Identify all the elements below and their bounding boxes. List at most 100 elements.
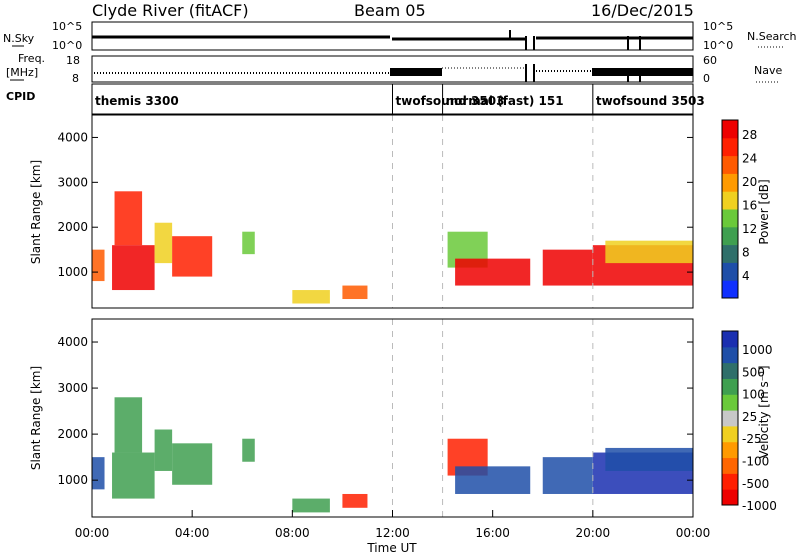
x-tick-label: 00:00 — [75, 526, 110, 540]
velocity-colorbar: 1000 500 100 25 -25 -100 -500 -1000 — [721, 330, 777, 513]
x-tick-label: 16:00 — [475, 526, 510, 540]
colorbar-tick-label: 100 — [742, 388, 765, 402]
nsearch-tick-top: 10^5 — [703, 20, 733, 33]
colorbar-cell — [722, 173, 738, 192]
scatter-region — [292, 498, 330, 513]
scatter-region — [605, 240, 693, 264]
nsky-trace — [92, 35, 693, 41]
colorbar-tick-label: 24 — [742, 152, 757, 166]
freq-tick-bottom: 8 — [72, 72, 79, 85]
y-tick-label: 4000 — [57, 130, 88, 144]
y-tick-label: 3000 — [57, 175, 88, 189]
cpid-label: CPID — [6, 90, 35, 103]
power-y-label: Slant Range [km] — [29, 160, 43, 264]
scatter-region — [92, 249, 105, 282]
velocity-y-label: Slant Range [km] — [29, 366, 43, 470]
scatter-region — [172, 443, 213, 485]
scatter-region — [342, 285, 368, 300]
freq-label: Freq. — [18, 52, 45, 65]
colorbar-tick-label: 4 — [742, 269, 750, 283]
cpid-segment-label: twofsound 3503 — [596, 94, 705, 108]
scatter-region — [92, 457, 105, 490]
scatter-region — [154, 222, 173, 264]
colorbar-cell — [722, 155, 738, 174]
colorbar-tick-label: -25 — [742, 432, 762, 446]
velocity-panel: 1000 2000 3000 4000 — [57, 318, 694, 518]
colorbar-cell — [722, 473, 738, 490]
scatter-region — [455, 258, 531, 286]
scatter-region — [112, 452, 155, 499]
y-tick-label: 1000 — [57, 265, 88, 279]
colorbar-tick-label: -100 — [742, 455, 769, 469]
y-tick-label: 2000 — [57, 427, 88, 441]
colorbar-cell — [722, 425, 738, 443]
nsearch-label: N.Search — [747, 30, 797, 43]
beam-title: Beam 05 — [354, 1, 426, 20]
power-colorbar: 4 8 12 16 20 24 28 — [721, 119, 757, 299]
colorbar-cell — [722, 489, 738, 506]
colorbar-cell — [722, 137, 738, 157]
scatter-region — [605, 447, 693, 471]
scatter-region — [542, 457, 593, 494]
colorbar-tick-label: 25 — [742, 410, 757, 424]
x-tick-label: 20:00 — [576, 526, 611, 540]
y-tick-label: 3000 — [57, 381, 88, 395]
scatter-region — [114, 397, 143, 453]
colorbar-tick-label: 8 — [742, 246, 750, 260]
colorbar-cell — [722, 262, 738, 281]
scatter-region — [342, 493, 368, 508]
nsky-tick-bottom: 10^0 — [52, 39, 82, 52]
y-tick-label: 2000 — [57, 220, 88, 234]
colorbar-cell — [722, 457, 738, 474]
colorbar-tick-label: -500 — [742, 477, 769, 491]
date-title: 16/Dec/2015 — [591, 1, 694, 20]
power-panel: 1000 2000 3000 4000 — [57, 114, 694, 309]
scatter-region — [455, 466, 531, 494]
nave-label: Nave — [754, 64, 782, 77]
scatter-region — [172, 236, 213, 277]
colorbar-cell — [722, 346, 738, 364]
nave-tick-bottom: 0 — [703, 72, 710, 85]
scatter-region — [542, 249, 593, 286]
cpid-segment-label: themis 3300 — [95, 94, 179, 108]
power-cbar-label: Power [dB] — [757, 179, 771, 244]
colorbar-cell — [722, 280, 738, 299]
colorbar-tick-label: 16 — [742, 199, 757, 213]
colorbar-cell — [722, 441, 738, 459]
colorbar-cell — [722, 226, 738, 246]
colorbar-cell — [722, 120, 738, 139]
colorbar-tick-label: 20 — [742, 175, 757, 189]
x-axis-label: Time UT — [366, 541, 417, 554]
scatter-region — [114, 191, 143, 246]
colorbar-cell — [722, 378, 738, 395]
cpid-segment-label: normal (fast) 151 — [446, 94, 564, 108]
scatter-region — [292, 290, 330, 304]
velocity-cbar-label: Velocity [m s⁻¹] — [757, 365, 771, 458]
colorbar-cell — [722, 362, 738, 379]
x-axis: 00:00 04:00 08:00 12:00 16:00 20:00 00:00 — [75, 510, 711, 540]
colorbar-tick-label: 1000 — [742, 343, 773, 357]
colorbar-cell — [722, 191, 738, 210]
colorbar-cell — [722, 331, 738, 348]
y-tick-label: 4000 — [57, 335, 88, 349]
colorbar-cell — [722, 410, 738, 427]
y-tick-label: 1000 — [57, 473, 88, 487]
freq-panel: Freq. [MHz] 18 8 60 0 Nave — [6, 52, 782, 85]
freq-tick-top: 18 — [66, 54, 80, 67]
nsky-panel: N.Sky 10^5 10^0 10^5 10^0 N.Search — [3, 20, 797, 52]
nsky-label: N.Sky — [3, 32, 35, 45]
scatter-region — [242, 438, 255, 462]
station-title: Clyde River (fitACF) — [92, 1, 249, 20]
cpid-segment-label: twofsound 3503 — [396, 94, 505, 108]
colorbar-tick-label: 28 — [742, 128, 757, 142]
freq-block-2 — [592, 68, 693, 76]
scatter-region — [154, 429, 173, 471]
x-tick-label: 00:00 — [676, 526, 711, 540]
scatter-region — [112, 245, 155, 291]
x-tick-label: 08:00 — [275, 526, 310, 540]
x-tick-label: 12:00 — [375, 526, 410, 540]
x-tick-label: 04:00 — [175, 526, 210, 540]
colorbar-cell — [722, 244, 738, 263]
